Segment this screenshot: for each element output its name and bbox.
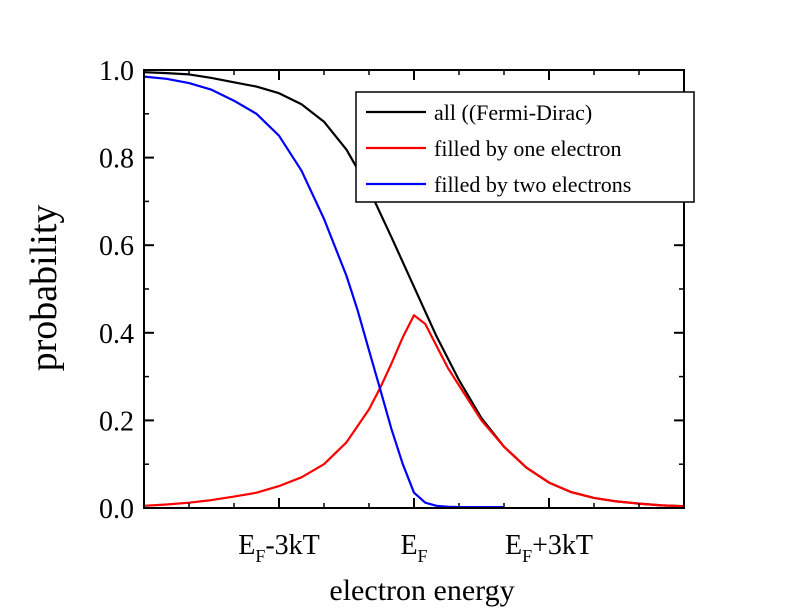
x-tick-label: EF+3kT	[505, 530, 593, 566]
legend: all ((Fermi-Dirac) filled by one electron…	[355, 91, 695, 203]
y-tick-label: 1.0	[99, 56, 134, 87]
axes-layer: 0.0 0.2 0.4 0.6 0.8 1.0 EF-3kT EF EF+3kT	[99, 56, 685, 566]
y-tick-label: 0.2	[99, 406, 134, 437]
legend-label-3: filled by two electrons	[434, 172, 631, 197]
series-line-3	[143, 75, 504, 509]
y-tick-label: 0.0	[99, 494, 134, 525]
legend-label-2: filled by one electron	[434, 136, 622, 161]
series-line-2	[143, 314, 685, 508]
y-tick-label: 0.4	[99, 319, 134, 350]
y-tick-label: 0.8	[99, 144, 134, 175]
x-tick-label: EF	[400, 530, 427, 566]
y-tick-label: 0.6	[99, 231, 134, 262]
legend-label-1: all ((Fermi-Dirac)	[434, 100, 592, 125]
series-layer	[143, 71, 685, 509]
x-tick-label: EF-3kT	[238, 530, 320, 566]
y-axis-label: probability	[23, 205, 65, 372]
x-axis-label: electron energy	[329, 574, 514, 607]
